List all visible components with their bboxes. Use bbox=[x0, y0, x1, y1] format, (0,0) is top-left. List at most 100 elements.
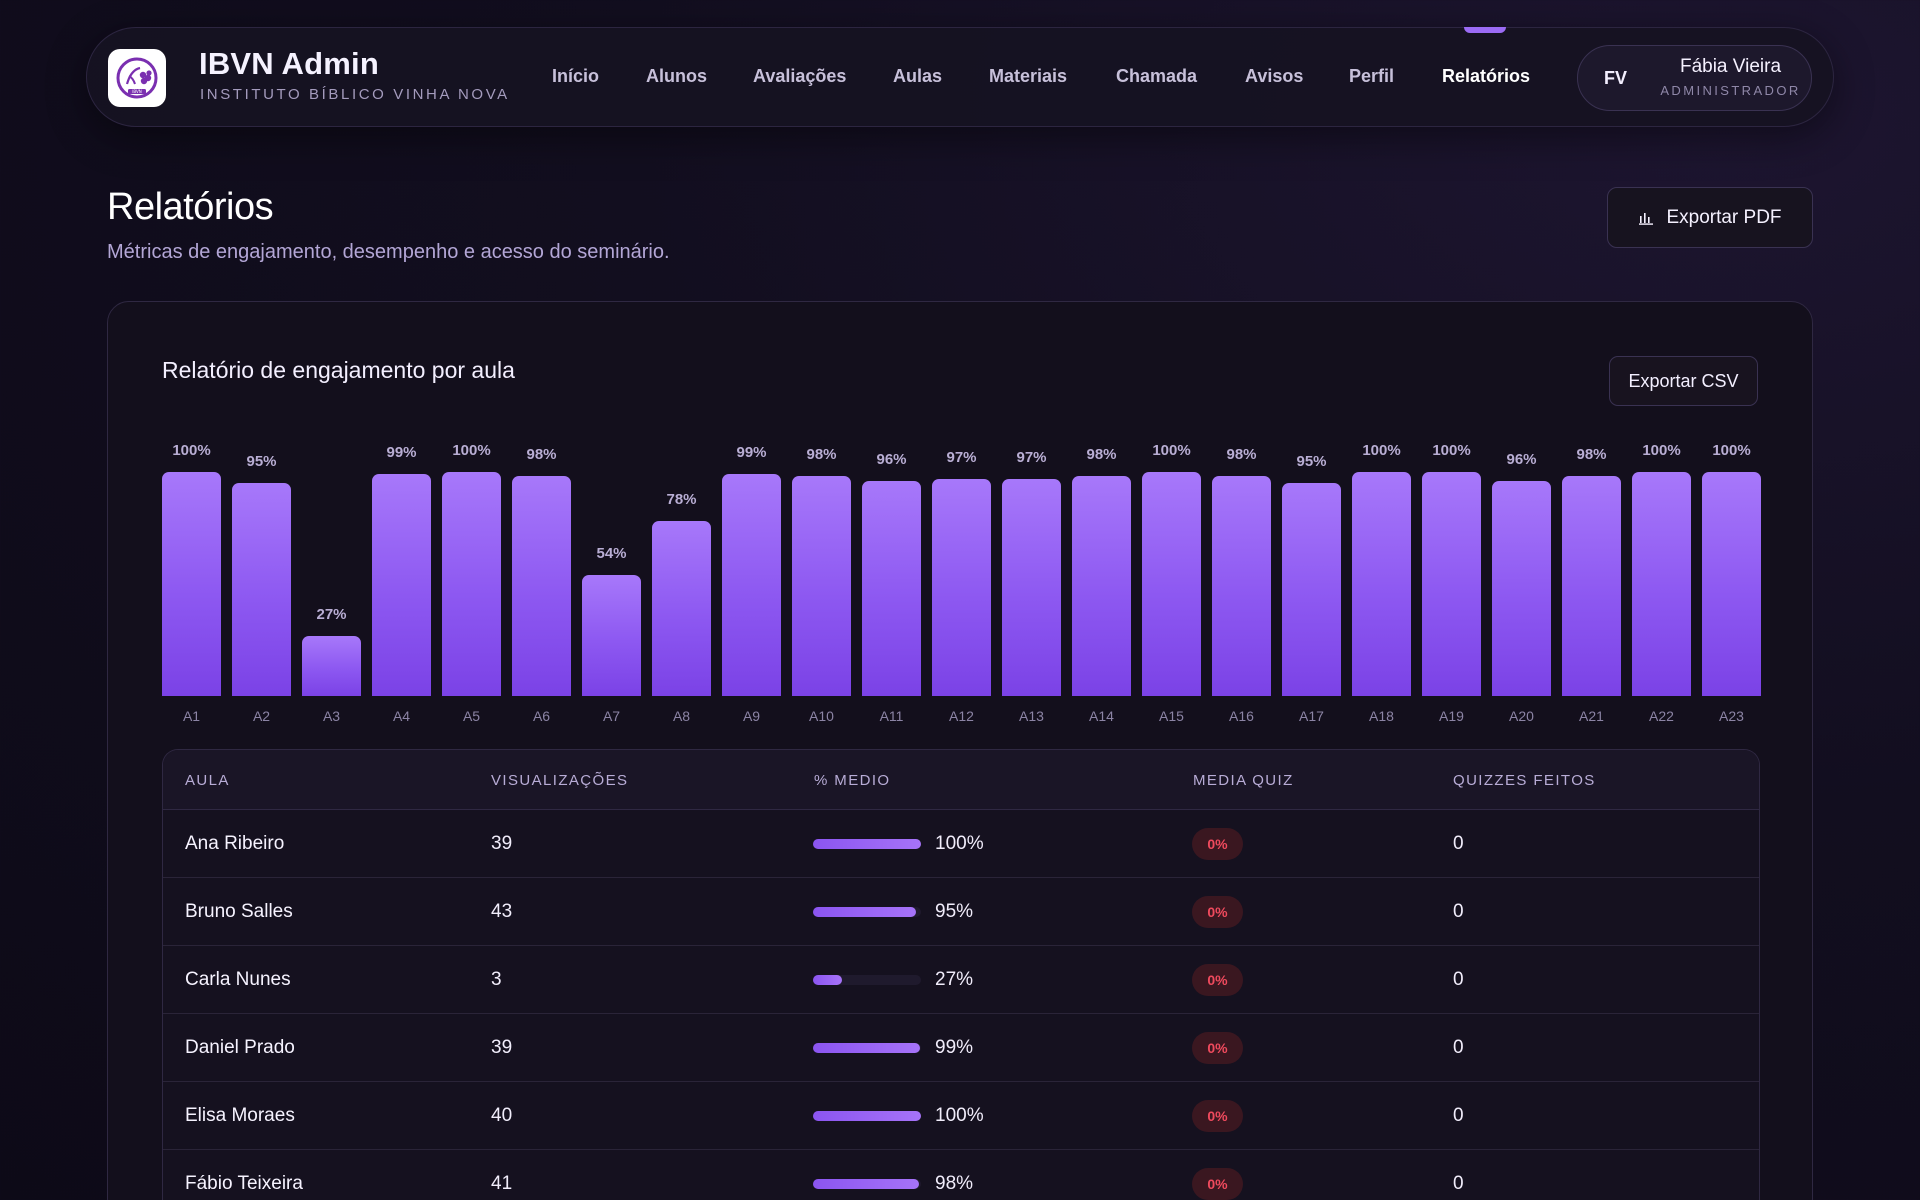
bar-value-label: 100% bbox=[172, 442, 211, 459]
bar-value-label: 99% bbox=[386, 444, 417, 461]
bar-value-label: 95% bbox=[1296, 453, 1327, 470]
quiz-badge: 0% bbox=[1192, 1100, 1243, 1132]
user-avatar: FV bbox=[1604, 68, 1628, 88]
engagement-card: Relatório de engajamento por aula Export… bbox=[107, 301, 1813, 1200]
aula-name: Daniel Prado bbox=[185, 1037, 295, 1058]
bar-a18[interactable] bbox=[1352, 472, 1411, 696]
nav-item-perfil[interactable]: Perfil bbox=[1349, 66, 1395, 86]
progress-bar bbox=[813, 1179, 921, 1189]
bar-a7[interactable] bbox=[582, 575, 641, 696]
views-count: 39 bbox=[491, 1037, 513, 1058]
nav-item-chamada[interactable]: Chamada bbox=[1116, 66, 1198, 86]
bar-value-label: 100% bbox=[1362, 442, 1401, 459]
pct-value: 98% bbox=[935, 1173, 974, 1194]
views-count: 43 bbox=[491, 901, 513, 922]
bar-value-label: 27% bbox=[316, 606, 347, 623]
bar-a8[interactable] bbox=[652, 521, 711, 696]
bar-a22[interactable] bbox=[1632, 472, 1691, 696]
main-nav: Início Alunos Avaliações Aulas Materiais… bbox=[87, 27, 1833, 128]
top-navigation: IBVN IBVN Admin INSTITUTO BÍBLICO VINHA … bbox=[86, 27, 1834, 127]
x-tick-label: A9 bbox=[742, 708, 761, 724]
bar-a11[interactable] bbox=[862, 481, 921, 696]
export-csv-button[interactable]: Exportar CSV bbox=[1609, 356, 1758, 406]
column-header-aula[interactable]: AULA bbox=[185, 772, 230, 789]
table-row[interactable]: Ana Ribeiro 39 100% 0% 0 bbox=[163, 810, 1759, 878]
nav-item-alunos[interactable]: Alunos bbox=[646, 66, 707, 86]
bar-value-label: 96% bbox=[1506, 451, 1537, 468]
bar-a4[interactable] bbox=[372, 474, 431, 696]
x-tick-label: A19 bbox=[1439, 708, 1464, 724]
brand-title: IBVN Admin bbox=[199, 46, 379, 81]
bar-a19[interactable] bbox=[1422, 472, 1481, 696]
engagement-table: AULA VISUALIZAÇÕES % MEDIO MEDIA QUIZ QU… bbox=[162, 749, 1760, 1200]
bar-a23[interactable] bbox=[1702, 472, 1761, 696]
x-tick-label: A4 bbox=[392, 708, 411, 724]
export-pdf-button[interactable]: Exportar PDF bbox=[1607, 187, 1813, 248]
aula-name: Fábio Teixeira bbox=[185, 1173, 303, 1194]
bar-a13[interactable] bbox=[1002, 479, 1061, 696]
bar-value-label: 97% bbox=[946, 449, 977, 466]
bar-a9[interactable] bbox=[722, 474, 781, 696]
views-count: 41 bbox=[491, 1173, 513, 1194]
bar-a5[interactable] bbox=[442, 472, 501, 696]
quiz-badge: 0% bbox=[1192, 964, 1243, 996]
page-subtitle: Métricas de engajamento, desempenho e ac… bbox=[107, 241, 670, 263]
bar-value-label: 98% bbox=[806, 446, 837, 463]
x-tick-label: A21 bbox=[1579, 708, 1604, 724]
bar-value-label: 100% bbox=[452, 442, 491, 459]
nav-item-avaliacoes[interactable]: Avaliações bbox=[753, 66, 847, 86]
nav-item-materiais[interactable]: Materiais bbox=[989, 66, 1068, 86]
bar-a17[interactable] bbox=[1282, 483, 1341, 696]
bar-a20[interactable] bbox=[1492, 481, 1551, 696]
svg-text:IBVN: IBVN bbox=[132, 89, 142, 94]
column-header-visualizacoes[interactable]: VISUALIZAÇÕES bbox=[491, 772, 629, 789]
vine-logo-icon: IBVN bbox=[116, 57, 158, 99]
nav-item-relatorios[interactable]: Relatórios bbox=[1442, 66, 1531, 86]
card-title: Relatório de engajamento por aula bbox=[162, 357, 515, 383]
quizzes-done-count: 0 bbox=[1453, 901, 1464, 922]
x-tick-label: A11 bbox=[879, 708, 904, 724]
user-role: ADMINISTRADOR bbox=[1660, 83, 1801, 98]
table-row[interactable]: Carla Nunes 3 27% 0% 0 bbox=[163, 946, 1759, 1014]
table-row[interactable]: Bruno Salles 43 95% 0% 0 bbox=[163, 878, 1759, 946]
bar-a12[interactable] bbox=[932, 479, 991, 696]
views-count: 40 bbox=[491, 1105, 513, 1126]
bar-a14[interactable] bbox=[1072, 476, 1131, 696]
bar-value-label: 98% bbox=[1086, 446, 1117, 463]
column-header-quizzes-feitos[interactable]: QUIZZES FEITOS bbox=[1453, 772, 1596, 789]
user-name: Fábia Vieira bbox=[1679, 56, 1782, 77]
table-row[interactable]: Elisa Moraes 40 100% 0% 0 bbox=[163, 1082, 1759, 1150]
bar-a6[interactable] bbox=[512, 476, 571, 696]
progress-bar bbox=[813, 975, 921, 985]
bar-a10[interactable] bbox=[792, 476, 851, 696]
table-row[interactable]: Fábio Teixeira 41 98% 0% 0 bbox=[163, 1150, 1759, 1200]
bar-a15[interactable] bbox=[1142, 472, 1201, 696]
quizzes-done-count: 0 bbox=[1453, 1173, 1464, 1194]
bar-value-label: 100% bbox=[1642, 442, 1681, 459]
bar-a16[interactable] bbox=[1212, 476, 1271, 696]
nav-item-avisos[interactable]: Avisos bbox=[1245, 66, 1304, 86]
bar-a1[interactable] bbox=[162, 472, 221, 696]
x-tick-label: A1 bbox=[182, 708, 201, 724]
quiz-badge: 0% bbox=[1192, 1168, 1243, 1200]
column-header-media-quiz[interactable]: MEDIA QUIZ bbox=[1193, 772, 1294, 789]
x-tick-label: A13 bbox=[1019, 708, 1044, 724]
bar-a2[interactable] bbox=[232, 483, 291, 696]
bar-a21[interactable] bbox=[1562, 476, 1621, 696]
x-tick-label: A20 bbox=[1509, 708, 1534, 724]
views-count: 3 bbox=[491, 969, 502, 990]
brand-subtitle: INSTITUTO BÍBLICO VINHA NOVA bbox=[200, 86, 510, 103]
bar-a3[interactable] bbox=[302, 636, 361, 696]
nav-item-inicio[interactable]: Início bbox=[552, 66, 600, 86]
table-row[interactable]: Daniel Prado 39 99% 0% 0 bbox=[163, 1014, 1759, 1082]
quizzes-done-count: 0 bbox=[1453, 833, 1464, 854]
nav-item-aulas[interactable]: Aulas bbox=[893, 66, 943, 86]
progress-bar bbox=[813, 1043, 921, 1053]
aula-name: Ana Ribeiro bbox=[185, 833, 285, 854]
x-tick-label: A5 bbox=[462, 708, 481, 724]
user-menu[interactable]: FV Fábia Vieira ADMINISTRADOR bbox=[1577, 45, 1812, 111]
brand-logo[interactable]: IBVN bbox=[108, 49, 166, 107]
quiz-badge: 0% bbox=[1192, 1032, 1243, 1064]
aula-name: Carla Nunes bbox=[185, 969, 291, 990]
column-header-pct-medio[interactable]: % MEDIO bbox=[814, 772, 891, 789]
